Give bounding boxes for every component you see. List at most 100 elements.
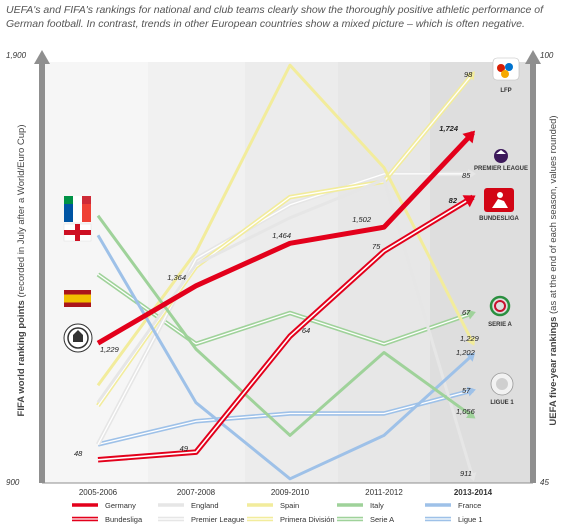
series-line-gap-ligue-1 <box>97 389 474 446</box>
series-arrow-france <box>465 352 476 362</box>
legend-item-france: France <box>425 501 481 510</box>
legend-label-germany: Germany <box>105 501 136 510</box>
spain-flag <box>64 290 91 307</box>
category-label-2013-2014: 2013-2014 <box>454 488 493 497</box>
right-axis-arrow <box>525 50 541 64</box>
left-axis-bar <box>39 62 45 483</box>
germany-dfb-crest <box>63 323 93 353</box>
premier-league-logo: PREMIER LEAGUE <box>474 149 528 172</box>
left-axis-min-tick: 900 <box>6 478 20 487</box>
data-label-bundesliga-0: 48 <box>74 449 83 458</box>
data-label-primera-division-4: 98 <box>464 70 473 79</box>
column-band-2013-2014 <box>430 62 530 483</box>
serie-a-logo-text: SERIE A <box>488 322 512 328</box>
category-label-2005-2006: 2005-2006 <box>79 488 118 497</box>
series-line-france <box>96 234 475 481</box>
data-label-germany-4: 1,724 <box>439 124 459 133</box>
legend-item-spain: Spain <box>247 501 299 510</box>
series-arrow-serie-a <box>466 309 476 320</box>
series-spain <box>96 63 476 387</box>
legend: Germany England Spain Italy France Bundesliga… <box>72 501 483 524</box>
bundesliga-logo: BUNDESLIGA <box>479 188 519 222</box>
legend-item-bundesliga: Bundesliga <box>72 515 143 524</box>
series-arrow-england <box>466 472 477 482</box>
data-label-england-4: 911 <box>460 469 472 478</box>
series-arrow-germany <box>462 130 476 144</box>
data-label-spain-4: 1,229 <box>460 334 480 343</box>
legend-label-italy: Italy <box>370 501 384 510</box>
category-label-2009-2010: 2009-2010 <box>271 488 310 497</box>
ligue-1-logo: LIGUE 1 <box>490 372 514 406</box>
data-labels: 1,229 1,364 1,464 1,502 1,724 911 1,229 1,056 1,… <box>74 70 480 478</box>
data-label-germany-2: 1,464 <box>272 231 291 240</box>
legend-item-germany: Germany <box>72 501 136 510</box>
serie-a-logo: SERIE A <box>488 295 513 328</box>
legend-item-serie-a: Serie A <box>337 515 394 524</box>
data-label-germany-0: 1,229 <box>100 345 120 354</box>
left-axis-title-main: FIFA world ranking points <box>16 298 27 417</box>
series-germany <box>96 130 476 346</box>
data-label-germany-3: 1,502 <box>352 215 372 224</box>
france-flag-body <box>64 204 91 222</box>
series-england <box>96 178 477 482</box>
legend-label-france: France <box>458 501 481 510</box>
legend-label-primera-division: Primera División <box>280 515 335 524</box>
series-bundesliga <box>97 194 476 463</box>
left-axis-max-tick: 1,900 <box>6 51 27 60</box>
legend-label-ligue-1: Ligue 1 <box>458 515 483 524</box>
premier-league-logo-text: PREMIER LEAGUE <box>474 166 528 172</box>
series-france <box>96 234 476 481</box>
column-band-2005-2006 <box>45 62 148 483</box>
series-line-gap-bundesliga <box>97 196 474 461</box>
series-line-gap-premier-league <box>97 173 473 445</box>
left-axis-arrow <box>34 50 50 64</box>
bundesliga-logo-text: BUNDESLIGA <box>479 216 519 222</box>
data-label-france-4: 1,202 <box>456 348 476 357</box>
series-arrow-bundesliga <box>462 195 476 208</box>
legend-item-primera-division: Primera División <box>247 515 335 524</box>
axes: 1,900 900 100 45 FIFA world ranking points (… <box>6 50 559 487</box>
series-premier-league <box>96 168 476 446</box>
data-label-serie-a-4: 67 <box>462 308 471 317</box>
data-label-bundesliga-2: 64 <box>302 326 310 335</box>
intro-text: UEFA's and FIFA's rankings for national … <box>6 4 544 30</box>
series-line-spain <box>96 63 475 387</box>
right-axis-title-note: (as at the end of each season, values ro… <box>548 115 559 314</box>
right-axis-max-tick: 100 <box>540 51 554 60</box>
data-label-bundesliga-1: 49 <box>180 444 189 453</box>
legend-label-spain: Spain <box>280 501 299 510</box>
legend-item-italy: Italy <box>337 501 384 510</box>
left-axis-title: FIFA world ranking points (recorded in J… <box>16 125 27 417</box>
right-axis-min-tick: 45 <box>540 478 549 487</box>
series-line-germany <box>96 131 475 346</box>
data-label-ligue-1-4: 57 <box>462 386 471 395</box>
data-label-italy-4: 1,056 <box>456 407 476 416</box>
series-line-england <box>96 178 475 479</box>
ligue-1-logo-text: LIGUE 1 <box>490 400 514 406</box>
series-arrow-primera-division <box>465 71 475 81</box>
league-logos: LFP PREMIER LEAGUE BUNDESLIGA SERIE A LIGUE … <box>474 57 528 406</box>
right-axis-bar <box>530 62 536 483</box>
right-axis-title-main: UEFA five-year rankings <box>548 314 559 426</box>
category-label-2011-2012: 2011-2012 <box>365 488 403 497</box>
category-labels: 2005-2006 2007-2008 2009-2010 2011-2012 2013… <box>79 488 493 497</box>
category-label-2007-2008: 2007-2008 <box>177 488 216 497</box>
legend-item-england: England <box>158 501 219 510</box>
legend-label-serie-a: Serie A <box>370 515 394 524</box>
data-label-bundesliga-4: 82 <box>449 196 458 205</box>
legend-label-bundesliga: Bundesliga <box>105 515 143 524</box>
legend-item-premier-league: Premier League <box>158 515 244 524</box>
column-band-2011-2012 <box>338 62 430 483</box>
england-flag <box>63 223 92 242</box>
flags <box>63 196 93 353</box>
series-ligue-1 <box>97 386 476 447</box>
data-label-germany-1: 1,364 <box>167 273 186 282</box>
lfp-logo: LFP <box>492 57 520 94</box>
lfp-logo-text: LFP <box>500 88 511 94</box>
series-arrow-ligue-1 <box>466 386 476 397</box>
series-arrow-spain <box>466 336 476 346</box>
right-axis-title: UEFA five-year rankings (as at the end o… <box>548 115 559 425</box>
legend-item-ligue-1: Ligue 1 <box>425 515 483 524</box>
series-arrow-premier-league <box>468 168 476 179</box>
